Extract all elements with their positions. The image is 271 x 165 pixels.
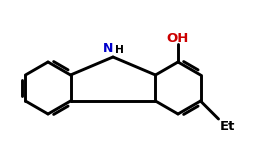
Text: OH: OH <box>167 32 189 45</box>
Text: N: N <box>103 42 113 55</box>
Text: H: H <box>115 45 124 55</box>
Text: Et: Et <box>220 120 235 133</box>
